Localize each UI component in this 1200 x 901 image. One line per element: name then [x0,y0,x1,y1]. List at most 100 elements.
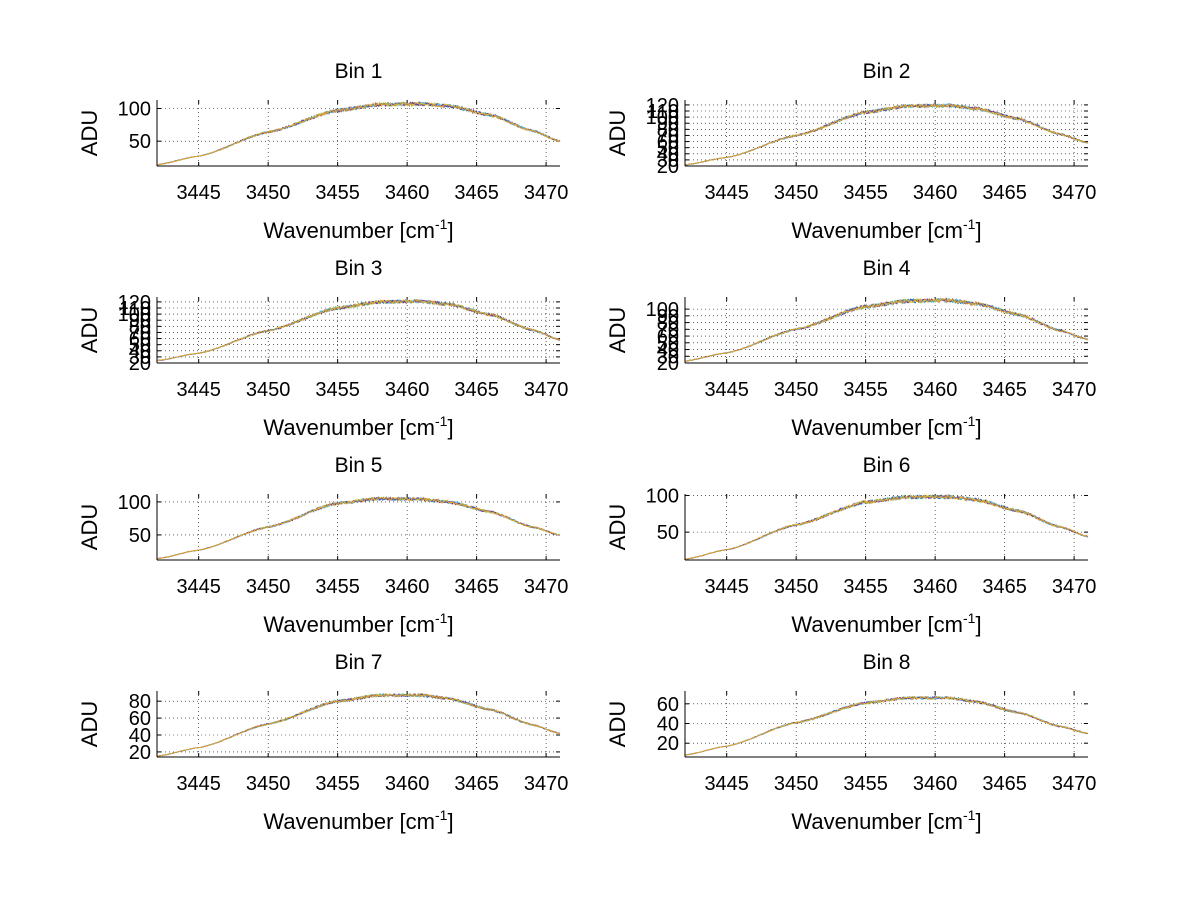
x-tick-label: 3445 [176,379,221,401]
y-axis-label: ADU [77,701,102,747]
x-tick-label: 3465 [454,182,499,204]
y-tick-label: 110 [119,298,151,320]
y-axis-label: ADU [77,307,102,353]
x-tick-label: 3460 [913,773,958,795]
y-tick-label: 70 [657,125,679,147]
x-tick-label: 3450 [246,379,291,401]
y-tick-label: 100 [646,299,679,321]
x-tick-label: 3455 [843,773,888,795]
x-tick-label: 3450 [774,576,819,598]
x-tick-label: 3455 [315,182,360,204]
series-line [156,299,561,362]
subplot-title: Bin 4 [863,257,911,280]
x-axis-label-tail: ] [975,612,981,637]
y-tick-label: 80 [129,691,151,713]
subplot-title: Bin 6 [863,454,911,477]
series-line [684,494,1089,560]
x-tick-label: 3460 [385,182,430,204]
subplot-bin-4: 3445 3450 3455 3460 3465 3470 2030405060708090… [605,257,1096,440]
y-tick-label: 30 [129,347,151,369]
x-axis-label-sup: -1 [963,807,976,823]
y-tick-label: 80 [129,316,151,338]
x-tick-label: 3455 [843,379,888,401]
x-axis-label-sup: -1 [963,610,976,626]
x-tick-label: 3450 [774,182,819,204]
y-tick-label: 40 [657,340,679,362]
subplot-title: Bin 1 [335,60,383,83]
subplot-bin-5: 3445 3450 3455 3460 3465 3470 50 100 Bin 5 Wavenu… [77,454,568,637]
x-tick-label: 3450 [246,576,291,598]
x-axis-label-main: Wavenumber [cm [263,415,435,440]
x-tick-label: 3470 [524,773,569,795]
y-tick-label: 120 [118,292,151,314]
subplot-bin-1: 3445 3450 3455 3460 3465 3470 50 100 Bin 1 Wavenu… [77,60,568,243]
x-axis-label: Wavenumber [cm-1] [263,610,453,637]
x-axis-label: Wavenumber [cm-1] [791,807,981,834]
subplot-title: Bin 3 [335,257,383,280]
x-axis-label-main: Wavenumber [cm [791,612,963,637]
x-tick-label: 3445 [176,576,221,598]
y-axis-label: ADU [77,504,102,550]
y-tick-label: 40 [129,725,151,747]
x-tick-label: 3470 [1052,576,1097,598]
y-tick-label: 100 [646,485,679,507]
y-tick-label: 50 [657,333,679,355]
x-tick-label: 3460 [913,576,958,598]
x-tick-label: 3455 [843,576,888,598]
y-tick-label: 90 [129,310,151,332]
y-tick-label: 70 [657,319,679,341]
x-axis-label: Wavenumber [cm-1] [263,807,453,834]
x-axis-label: Wavenumber [cm-1] [791,216,981,243]
y-tick-label: 80 [657,313,679,335]
series-line [156,693,561,757]
plot-area [685,297,1088,363]
x-tick-label: 3465 [454,576,499,598]
series-line [684,695,1089,756]
y-tick-label: 100 [118,304,151,326]
subplot-bin-3: 3445 3450 3455 3460 3465 3470 2030405060708090… [77,257,568,440]
y-axis-label: ADU [605,110,630,156]
x-axis-label-main: Wavenumber [cm [263,809,435,834]
subplot-bin-2: 3445 3450 3455 3460 3465 3470 2030405060708090… [605,60,1096,243]
y-tick-label: 40 [657,714,679,736]
x-tick-label: 3470 [1052,773,1097,795]
y-tick-label: 70 [129,322,151,344]
y-tick-label: 20 [129,742,151,764]
x-tick-label: 3460 [385,576,430,598]
y-tick-label: 50 [129,525,151,547]
y-tick-label: 90 [657,306,679,328]
x-axis-label: Wavenumber [cm-1] [791,413,981,440]
x-axis-label: Wavenumber [cm-1] [791,610,981,637]
x-tick-label: 3460 [913,182,958,204]
x-tick-label: 3470 [524,182,569,204]
y-tick-label: 80 [657,119,679,141]
x-axis-label: Wavenumber [cm-1] [263,413,453,440]
x-tick-label: 3465 [982,379,1027,401]
subplot-title: Bin 8 [863,651,911,674]
y-tick-label: 30 [657,150,679,172]
y-tick-label: 50 [657,522,679,544]
x-tick-label: 3450 [246,182,291,204]
subplot-title: Bin 7 [335,651,383,674]
x-axis-label-sup: -1 [435,807,448,823]
x-axis-label-tail: ] [447,612,453,637]
y-tick-label: 50 [129,335,151,357]
x-tick-label: 3465 [454,773,499,795]
y-tick-label: 60 [657,132,679,154]
x-tick-label: 3460 [385,773,430,795]
x-tick-label: 3445 [704,576,749,598]
x-tick-label: 3450 [774,379,819,401]
x-tick-label: 3445 [704,182,749,204]
x-tick-label: 3455 [315,576,360,598]
x-tick-label: 3445 [704,379,749,401]
plot-area [157,691,560,757]
x-axis-label: Wavenumber [cm-1] [263,216,453,243]
y-tick-label: 110 [647,101,679,123]
subplot-title: Bin 5 [335,454,383,477]
y-tick-label: 90 [657,113,679,135]
x-tick-label: 3470 [524,379,569,401]
x-tick-label: 3460 [385,379,430,401]
series-line [684,103,1089,166]
